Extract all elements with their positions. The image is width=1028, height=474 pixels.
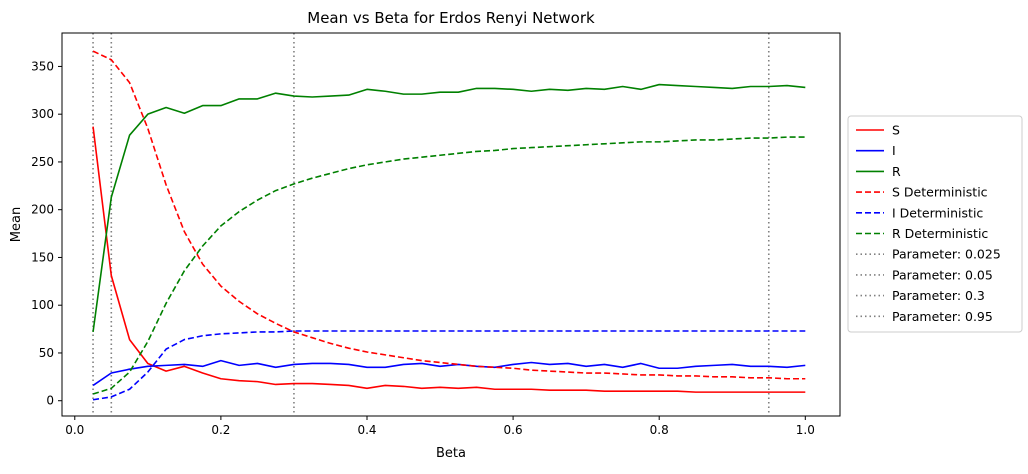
y-tick-label: 200	[31, 203, 54, 217]
y-tick-label: 300	[31, 107, 54, 121]
legend-label-i: I	[892, 143, 896, 158]
series-line-i	[92, 359, 806, 387]
series-line-r	[92, 83, 806, 333]
legend-label-parameter-0-95: Parameter: 0.95	[892, 309, 993, 324]
x-axis-label: Beta	[436, 446, 466, 461]
y-tick-label: 100	[31, 298, 54, 312]
legend-label-i-deterministic: I Deterministic	[892, 205, 983, 220]
chart-title: Mean vs Beta for Erdos Renyi Network	[307, 9, 595, 27]
x-axis-ticks: 0.0 0.2 0.4 0.6 0.8 1.0	[65, 416, 815, 437]
x-tick-label: 0.2	[211, 423, 230, 437]
y-tick-label: 50	[39, 346, 54, 360]
series-line-i-deterministic	[92, 330, 806, 401]
series-line-s-deterministic	[92, 50, 806, 380]
legend-label-parameter-0-05: Parameter: 0.05	[892, 267, 993, 282]
x-tick-label: 0.8	[650, 423, 669, 437]
legend-label-s: S	[892, 123, 900, 138]
plot-lines	[92, 33, 806, 416]
x-tick-label: 0.0	[65, 423, 84, 437]
x-tick-label: 1.0	[796, 423, 815, 437]
legend-label-r: R	[892, 164, 901, 179]
y-tick-label: 250	[31, 155, 54, 169]
axes-frame	[61, 32, 841, 417]
y-tick-label: 350	[31, 59, 54, 73]
legend-label-parameter-0-025: Parameter: 0.025	[892, 247, 1001, 262]
legend-box	[847, 115, 1023, 333]
legend-label-parameter-0-3: Parameter: 0.3	[892, 288, 985, 303]
series-line-r-deterministic	[92, 136, 806, 395]
y-axis-label: Mean	[9, 207, 24, 242]
y-tick-label: 150	[31, 250, 54, 264]
x-tick-label: 0.4	[357, 423, 376, 437]
series-line-s	[92, 126, 806, 393]
plot-area-border	[61, 32, 841, 417]
x-tick-label: 0.6	[504, 423, 523, 437]
y-tick-label: 0	[46, 394, 54, 408]
legend-label-s-deterministic: S Deterministic	[892, 185, 988, 200]
legend-label-r-deterministic: R Deterministic	[892, 226, 988, 241]
legend: SIR S Deterministic I Deterministic R Deter…	[847, 115, 1023, 333]
y-axis-ticks: 0 50 100 150 200 250 300 350	[31, 59, 62, 408]
